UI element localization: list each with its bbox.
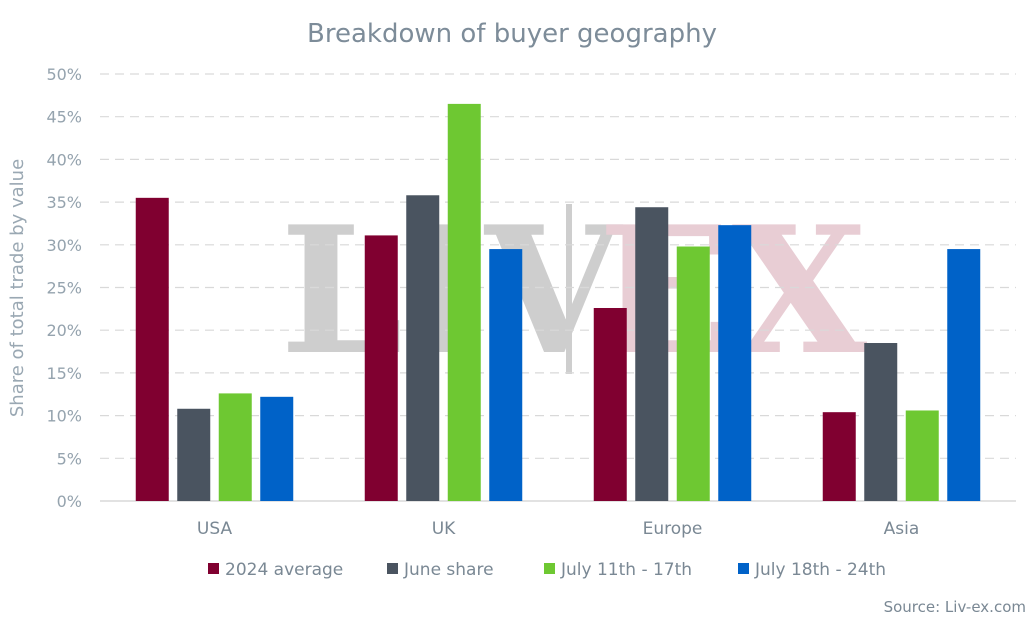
y-tick-label: 5%: [57, 449, 82, 468]
bar: [635, 207, 669, 501]
legend-swatch: [544, 563, 555, 574]
legend-label: 2024 average: [225, 560, 343, 580]
legend-label: July 11th - 17th: [560, 560, 692, 580]
y-tick-label: 35%: [46, 193, 82, 212]
x-category-label: USA: [197, 519, 233, 539]
y-tick-label: 15%: [46, 364, 82, 383]
bar: [260, 396, 294, 501]
bar: [593, 307, 627, 501]
legend-label: June share: [403, 560, 494, 580]
bar: [864, 343, 898, 501]
y-tick-label: 25%: [46, 279, 82, 298]
legend-item: July 11th - 17th: [544, 560, 692, 580]
y-tick-label: 50%: [46, 65, 82, 84]
source-note: Source: Liv-ex.com: [884, 598, 1026, 616]
legend-item: June share: [387, 560, 494, 580]
y-tick-label: 45%: [46, 108, 82, 127]
watermark-divider: [566, 204, 572, 374]
gridlines: [100, 73, 1016, 502]
y-tick-label: 30%: [46, 236, 82, 255]
bar: [364, 235, 398, 501]
x-axis-categories: USA UK Europe Asia: [197, 519, 919, 539]
bar: [218, 393, 252, 501]
legend-swatch: [208, 563, 219, 574]
y-axis-label: Share of total trade by value: [7, 159, 28, 417]
bars: [135, 103, 981, 501]
legend-label: July 18th - 24th: [754, 560, 886, 580]
bar: [406, 195, 440, 501]
x-category-label: UK: [432, 519, 456, 539]
y-axis-ticks: 0% 5% 10% 15% 20% 25% 30% 35% 40% 45% 50%: [46, 65, 82, 511]
y-tick-label: 0%: [57, 492, 82, 511]
bar: [177, 408, 211, 501]
legend-item: July 18th - 24th: [738, 560, 886, 580]
bar: [822, 412, 856, 501]
x-category-label: Asia: [884, 519, 920, 539]
x-category-label: Europe: [643, 519, 703, 539]
chart-title: Breakdown of buyer geography: [307, 19, 717, 49]
bar: [905, 410, 939, 501]
bar: [135, 197, 169, 501]
legend-item: 2024 average: [208, 560, 343, 580]
y-tick-label: 10%: [46, 407, 82, 426]
legend-swatch: [738, 563, 749, 574]
bar: [489, 249, 523, 501]
legend: 2024 average June share July 11th - 17th Ju…: [208, 560, 886, 580]
bar: [718, 225, 752, 501]
bar: [447, 103, 481, 501]
legend-swatch: [387, 563, 398, 574]
bar: [947, 249, 981, 501]
bar: [676, 246, 710, 501]
y-tick-label: 40%: [46, 150, 82, 169]
y-tick-label: 20%: [46, 321, 82, 340]
